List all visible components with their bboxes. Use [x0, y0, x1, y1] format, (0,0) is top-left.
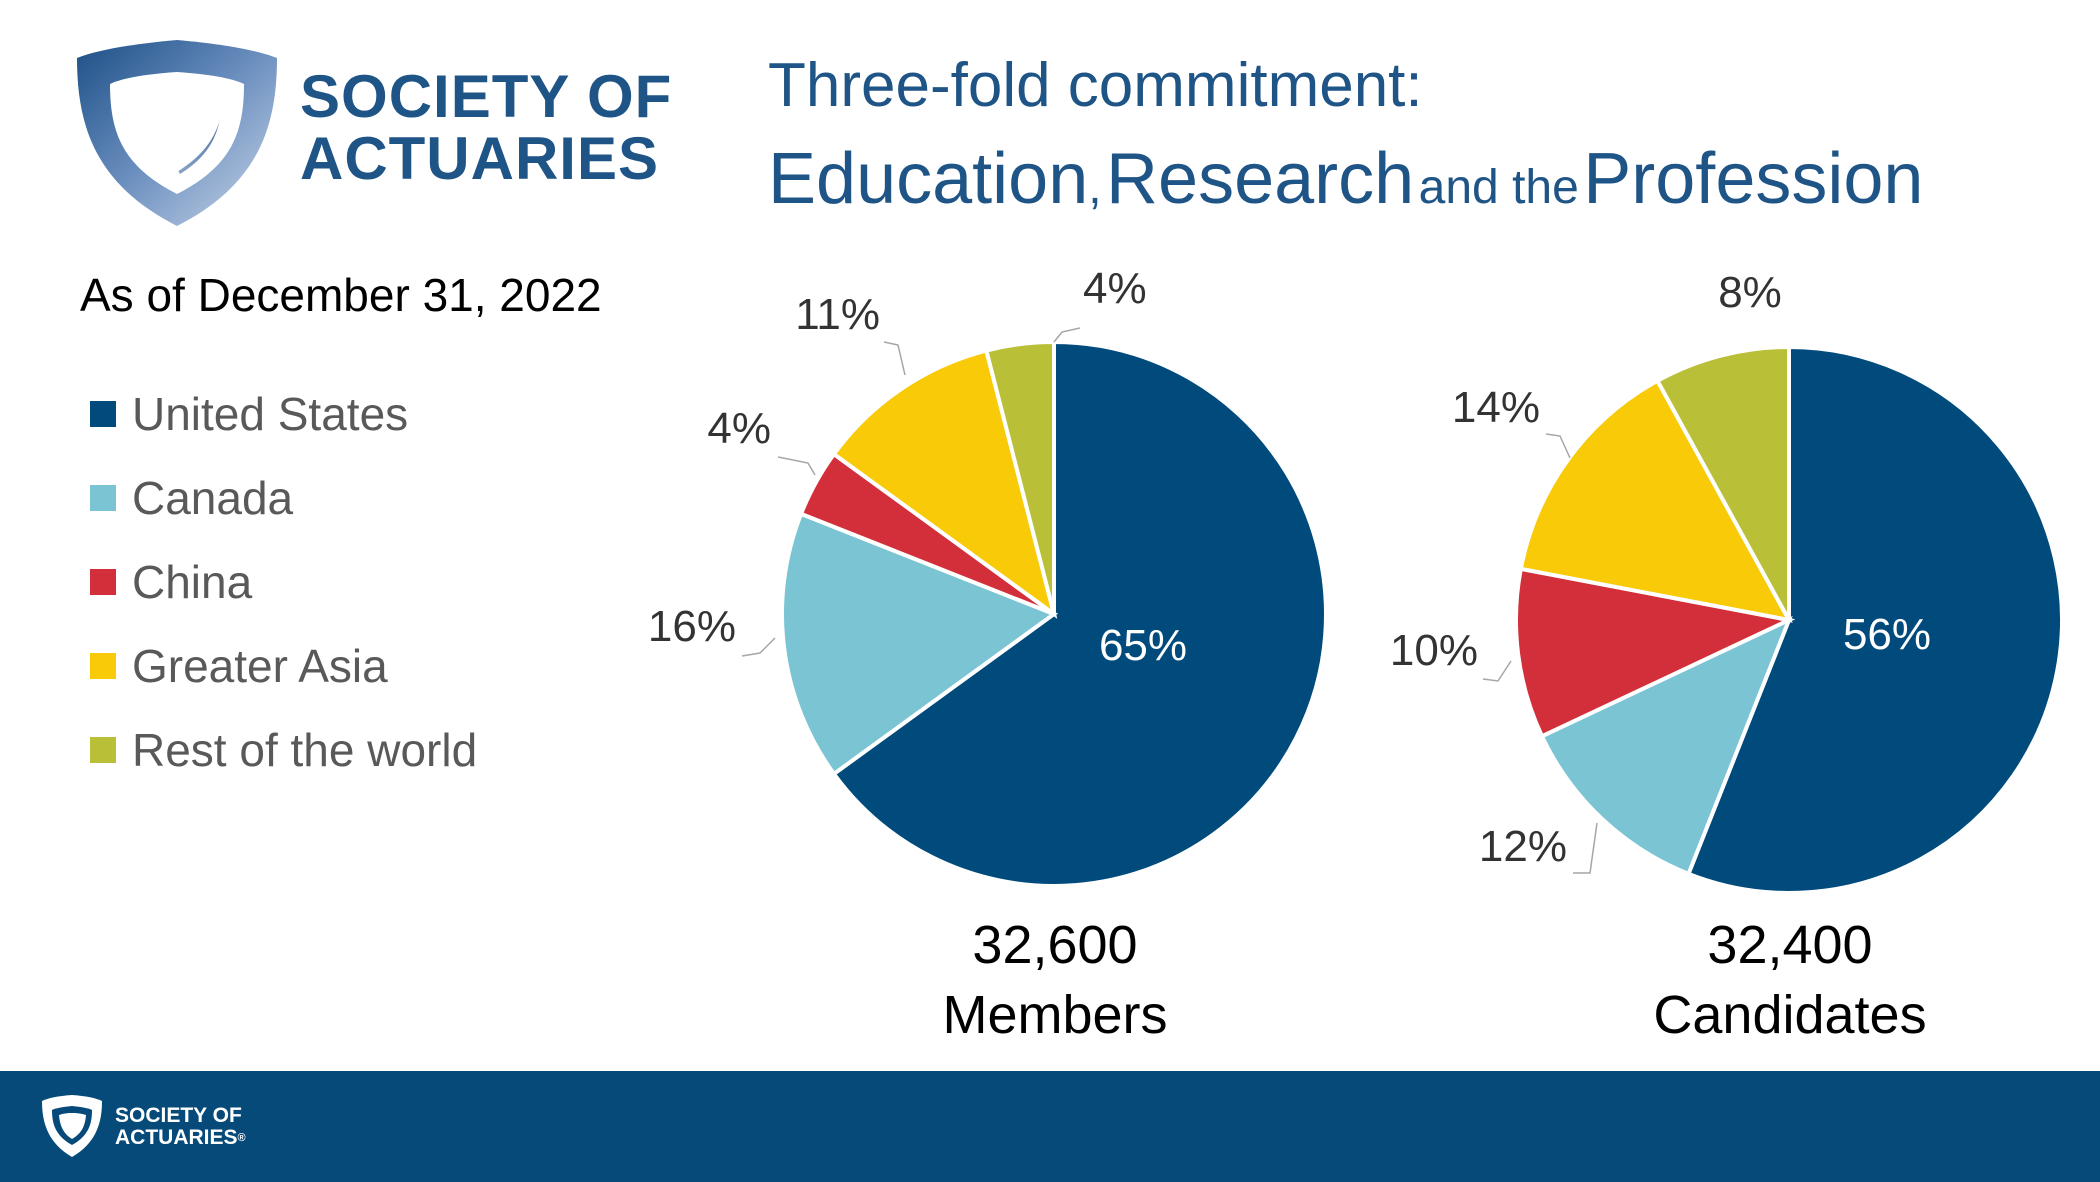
title-connector: and the — [1418, 161, 1579, 214]
pie-slice-rest-of-the-world — [1654, 344, 1791, 621]
legend-label: Canada — [132, 472, 294, 524]
legend-swatch — [90, 653, 116, 679]
leader-line — [741, 637, 776, 657]
legend-label: China — [132, 556, 253, 608]
data-label: 11% — [795, 290, 880, 339]
leader-line — [883, 341, 906, 376]
legend-item: China — [90, 540, 477, 624]
footer-line-2: ACTUARIES® — [115, 1127, 246, 1149]
legend-swatch — [90, 737, 116, 763]
title-word-profession: Profession — [1583, 139, 1924, 219]
legend-label: Greater Asia — [132, 640, 388, 692]
footer-line-1: SOCIETY OF — [115, 1104, 242, 1127]
leader-line — [1053, 327, 1081, 343]
data-label: 65% — [1099, 621, 1187, 670]
legend-item: Greater Asia — [90, 624, 477, 708]
pie-slice-china — [1514, 566, 1796, 739]
pie-slice-canada — [1539, 616, 1793, 877]
legend-item: Rest of the world — [90, 708, 477, 792]
footer-bar: SOCIETY OF ACTUARIES® — [0, 1071, 2100, 1182]
leader-line — [1545, 433, 1571, 459]
chart-legend: United States Canada China Greater Asia Rest… — [90, 372, 477, 792]
data-label: 8% — [1718, 268, 1782, 317]
legend-swatch — [90, 569, 116, 595]
logo-line-1: SOCIETY OF — [300, 63, 673, 130]
pie-slice-united-states — [1685, 344, 2064, 895]
candidates-caption: 32,400 Candidates — [1615, 910, 1965, 1050]
legend-swatch — [90, 485, 116, 511]
legend-swatch — [90, 401, 116, 427]
members-caption: 32,600 Members — [880, 910, 1230, 1050]
footer-line-2-text: ACTUARIES — [115, 1126, 238, 1149]
leader-line — [1482, 660, 1512, 682]
page-title-line-2: Education, Research and the Profession — [768, 138, 1923, 220]
pie-slice-greater-asia — [831, 348, 1058, 619]
members-label: Members — [942, 985, 1168, 1045]
data-label: 14% — [1452, 383, 1540, 432]
pie-slice-rest-of-the-world — [983, 339, 1056, 615]
leader-line — [777, 456, 816, 476]
data-label: 4% — [707, 404, 771, 453]
pie-slice-united-states — [831, 339, 1328, 888]
members-count: 32,600 — [972, 915, 1138, 975]
page-title-line-1: Three-fold commitment: — [768, 51, 1423, 120]
data-label: 12% — [1479, 822, 1567, 871]
logo-line-2: ACTUARIES — [300, 125, 660, 192]
legend-item: United States — [90, 372, 477, 456]
pie-charts: 65% 16% 4% 11% 4% 56% 12% 10% 14% 8% — [648, 264, 2064, 895]
legend-label: Rest of the world — [132, 724, 478, 776]
legend-item: Canada — [90, 456, 477, 540]
title-comma: , — [1088, 161, 1102, 214]
soa-wordmark: SOCIETY OF ACTUARIES — [300, 66, 672, 190]
pie-slice-canada — [780, 511, 1059, 777]
footer-registered-mark: ® — [237, 1132, 246, 1144]
leader-line — [1573, 822, 1598, 874]
as-of-date: As of December 31, 2022 — [80, 269, 602, 321]
candidates-count: 32,400 — [1707, 915, 1873, 975]
pie-slice-greater-asia — [1518, 378, 1793, 623]
data-label: 56% — [1843, 610, 1931, 659]
soa-logo-shield-icon — [77, 40, 277, 226]
data-label: 4% — [1083, 264, 1147, 313]
legend-label: United States — [132, 388, 409, 440]
footer-shield-icon — [42, 1095, 102, 1157]
title-word-education: Education — [768, 139, 1089, 219]
data-label: 16% — [648, 602, 736, 651]
title-word-research: Research — [1106, 139, 1415, 219]
candidates-label: Candidates — [1653, 985, 1927, 1045]
footer-wordmark: SOCIETY OF ACTUARIES® — [115, 1105, 246, 1149]
data-label: 10% — [1390, 626, 1478, 675]
